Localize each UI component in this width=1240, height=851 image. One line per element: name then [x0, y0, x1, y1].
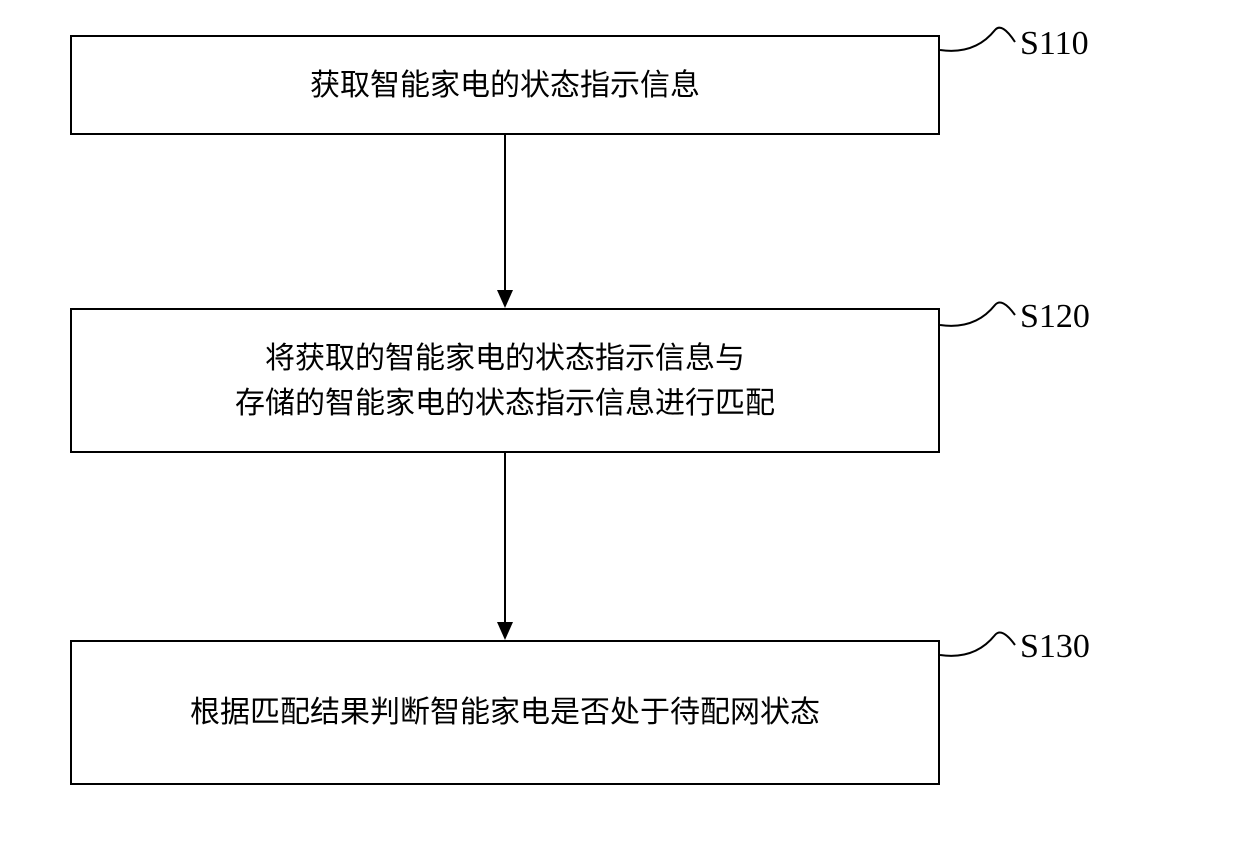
box-3-text: 根据匹配结果判断智能家电是否处于待配网状态	[190, 690, 820, 735]
arrow-1-to-2	[490, 135, 520, 308]
label-s110: S110	[1020, 25, 1089, 63]
flowchart-container: 获取智能家电的状态指示信息 S110 将获取的智能家电的状态指示信息与存储的智能…	[0, 0, 1240, 851]
label-s120: S120	[1020, 298, 1090, 336]
box-1-text: 获取智能家电的状态指示信息	[310, 63, 700, 108]
callout-2	[940, 293, 1020, 343]
flowchart-box-2: 将获取的智能家电的状态指示信息与存储的智能家电的状态指示信息进行匹配	[70, 308, 940, 453]
label-s130: S130	[1020, 628, 1090, 666]
flowchart-box-3: 根据匹配结果判断智能家电是否处于待配网状态	[70, 640, 940, 785]
callout-3	[940, 623, 1020, 673]
callout-1	[940, 20, 1020, 70]
flowchart-box-1: 获取智能家电的状态指示信息	[70, 35, 940, 135]
arrow-2-to-3	[490, 453, 520, 640]
box-2-text: 将获取的智能家电的状态指示信息与存储的智能家电的状态指示信息进行匹配	[235, 336, 775, 426]
